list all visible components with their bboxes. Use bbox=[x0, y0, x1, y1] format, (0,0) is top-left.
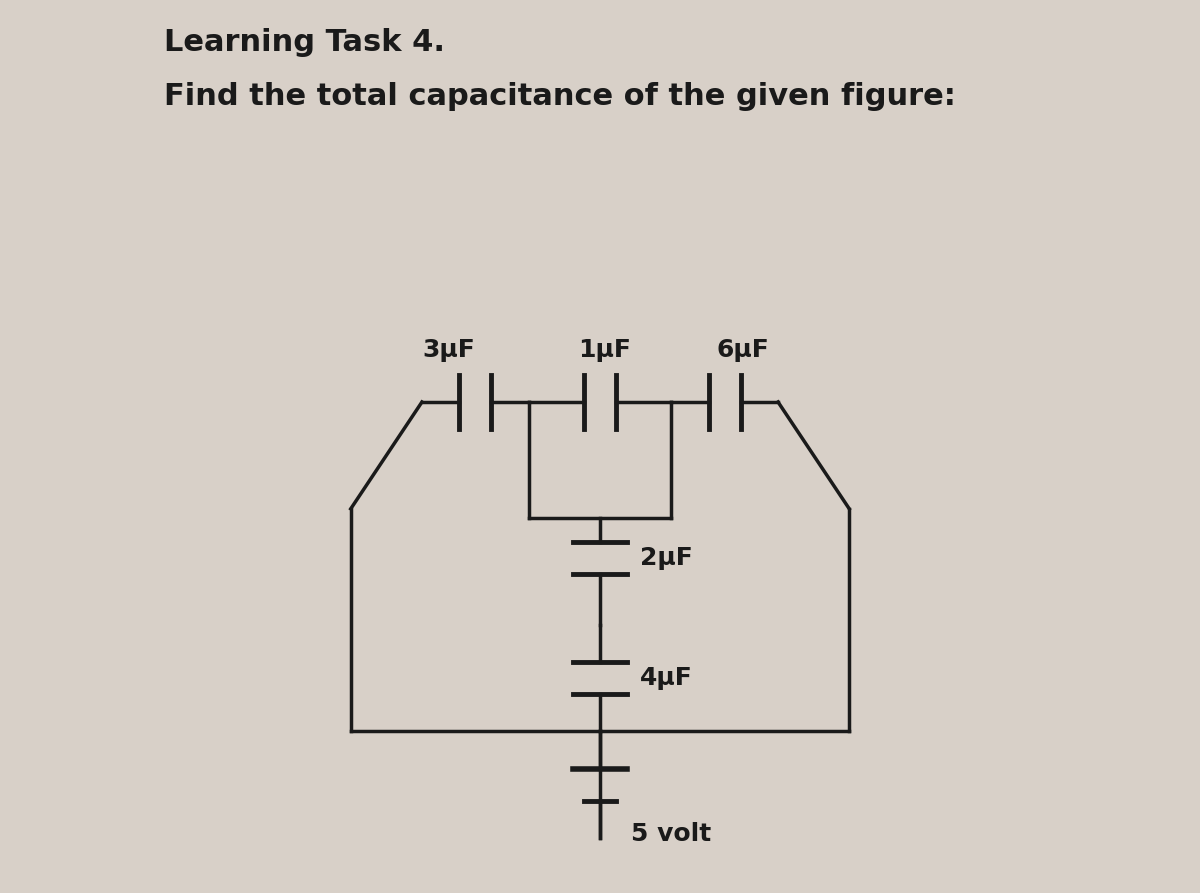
Text: 5 volt: 5 volt bbox=[631, 822, 712, 846]
Text: 4μF: 4μF bbox=[640, 666, 692, 690]
Text: 6μF: 6μF bbox=[716, 338, 769, 362]
Text: Find the total capacitance of the given figure:: Find the total capacitance of the given … bbox=[163, 81, 955, 111]
Text: 2μF: 2μF bbox=[640, 546, 692, 570]
Text: 1μF: 1μF bbox=[578, 338, 631, 362]
Text: 3μF: 3μF bbox=[422, 338, 475, 362]
Text: Learning Task 4.: Learning Task 4. bbox=[163, 28, 445, 57]
